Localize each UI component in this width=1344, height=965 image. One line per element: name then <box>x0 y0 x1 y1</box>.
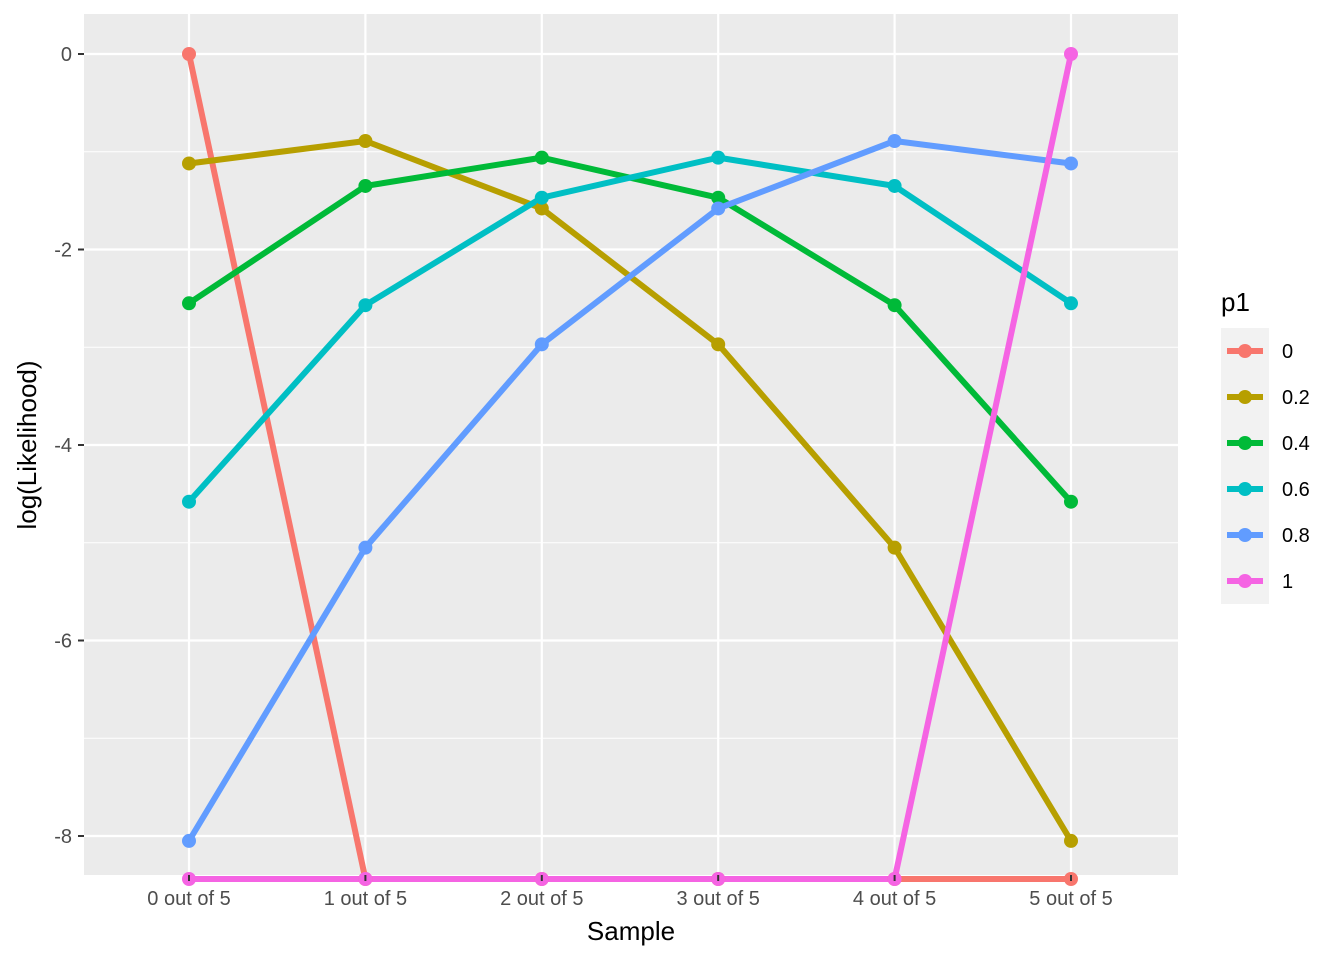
data-point-0.4 <box>182 296 196 311</box>
data-point-0.8 <box>358 540 373 555</box>
data-point-0.4 <box>358 178 373 193</box>
data-point-0.4 <box>1064 494 1078 509</box>
data-point-0.2 <box>358 133 373 148</box>
data-point-0.4 <box>711 190 726 205</box>
legend-key-point <box>1238 574 1252 588</box>
y-tick-label: -2 <box>54 240 72 262</box>
data-point-0.6 <box>358 298 373 313</box>
y-axis-title: log(Likelihood) <box>12 360 42 529</box>
data-point-0.2 <box>182 156 196 171</box>
legend-label: 0.8 <box>1282 525 1310 547</box>
data-point-0.8 <box>182 833 196 848</box>
data-point-0.6 <box>711 150 726 165</box>
legend-label: 0 <box>1282 341 1293 363</box>
legend-label: 0.6 <box>1282 479 1310 501</box>
data-point-0.6 <box>534 190 549 205</box>
x-tick-label: 4 out of 5 <box>853 888 936 910</box>
x-tick-label: 2 out of 5 <box>500 888 583 910</box>
series-line-0.8 <box>186 137 1072 843</box>
series-layer <box>182 47 1078 887</box>
x-tick-label: 5 out of 5 <box>1029 888 1112 910</box>
legend-key-point <box>1238 436 1252 450</box>
legend-key-point <box>1238 390 1252 404</box>
legend-label: 0.4 <box>1282 433 1310 455</box>
data-point-0.8 <box>887 133 902 148</box>
x-tick-label: 3 out of 5 <box>676 888 759 910</box>
legend-key-point <box>1238 344 1252 358</box>
legend-key-point <box>1238 482 1252 496</box>
series-line-1 <box>189 53 1074 883</box>
legend: p1 0 0.2 0.4 0.6 0.8 1 <box>1221 287 1310 604</box>
y-tick-label: -4 <box>54 435 72 457</box>
legend-key-background <box>1221 328 1269 604</box>
data-point-0 <box>182 47 196 61</box>
legend-label: 0.2 <box>1282 387 1310 409</box>
x-tick-label: 0 out of 5 <box>147 888 230 910</box>
data-point-0.8 <box>1064 156 1078 171</box>
data-point-0.8 <box>711 201 726 216</box>
data-point-0.6 <box>887 178 902 193</box>
data-point-0.2 <box>711 337 726 352</box>
legend-label: 1 <box>1282 571 1293 593</box>
y-tick-label: -6 <box>54 631 72 653</box>
data-point-0.2 <box>1064 833 1078 848</box>
y-tick-label: -8 <box>54 826 72 848</box>
data-point-0.8 <box>534 337 549 352</box>
legend-key-point <box>1238 528 1252 542</box>
data-point-0.6 <box>1064 296 1078 311</box>
y-tick-label: 0 <box>61 44 72 66</box>
data-point-0.2 <box>534 201 549 216</box>
legend-title: p1 <box>1221 287 1250 317</box>
data-point-1 <box>1064 47 1078 61</box>
series-line-0.6 <box>186 154 1073 504</box>
data-point-0.6 <box>182 494 196 509</box>
x-tick-label: 1 out of 5 <box>324 888 407 910</box>
data-point-0.2 <box>887 540 902 555</box>
x-axis-title: Sample <box>587 916 675 946</box>
data-point-0.4 <box>887 298 902 313</box>
grid-major <box>84 14 1178 875</box>
axes-layer: 0 -2 -4 -6 -8 0 out of 5 1 out of 5 2 out of 5 3… <box>54 44 1113 910</box>
data-point-0.4 <box>534 150 549 165</box>
legend-items: 0 0.2 0.4 0.6 0.8 1 <box>1227 341 1310 593</box>
